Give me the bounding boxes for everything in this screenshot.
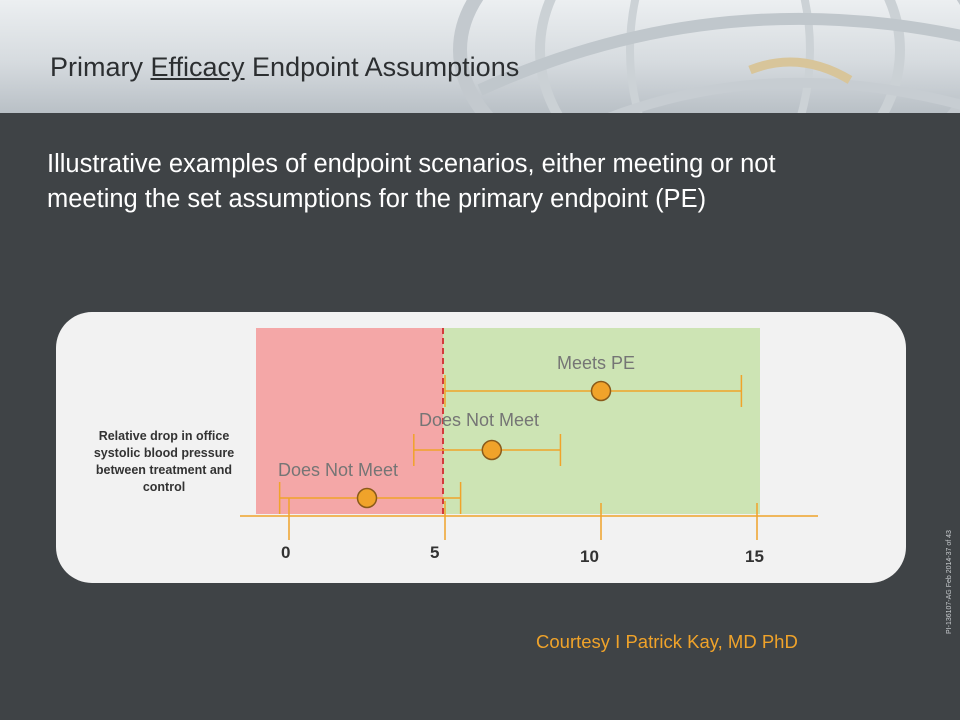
pi-code: PI-136107-AG Feb 2014-37 of 43 — [946, 530, 953, 634]
scenario-label-not-meet-2: Does Not Meet — [278, 460, 399, 480]
tick-label-10: 10 — [580, 547, 599, 566]
threshold-line — [442, 328, 444, 514]
meeting-zone — [443, 328, 760, 514]
scenario-label-not-meet-1: Does Not Meet — [419, 410, 540, 430]
tick-label-0: 0 — [281, 543, 291, 562]
point-estimate-1 — [481, 439, 503, 461]
tick-label-15: 15 — [745, 547, 764, 566]
not-meeting-zone — [256, 328, 443, 514]
globe-graphic — [453, 0, 960, 113]
point-estimate-2 — [356, 487, 378, 509]
page-title: Primary Efficacy Endpoint Assumptions — [50, 52, 520, 82]
point-estimate-0 — [590, 380, 612, 402]
scenario-label-meets: Meets PE — [557, 353, 636, 373]
title-underlined-word: Efficacy — [150, 52, 245, 82]
slide-subtitle: Illustrative examples of endpoint scenar… — [47, 150, 776, 213]
slide-header: Primary Efficacy Endpoint Assumptions — [0, 0, 960, 113]
axis-label: Relative drop in office systolic blood p… — [93, 429, 235, 494]
tick-label-5: 5 — [430, 543, 440, 562]
courtesy-credit: Courtesy I Patrick Kay, MD PhD — [536, 631, 798, 652]
